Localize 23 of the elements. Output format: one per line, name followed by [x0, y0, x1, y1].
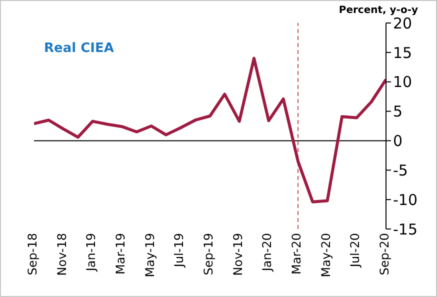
- y-tick-label: 15: [393, 44, 412, 62]
- y-tick-label: 20: [393, 14, 412, 32]
- x-tick-label: Jul-19: [172, 233, 186, 268]
- x-tick-label: Sep-19: [202, 233, 216, 276]
- y-tick-label: 0: [393, 132, 403, 150]
- x-tick-label: Sep-18: [26, 233, 40, 276]
- y-tick-label: 5: [393, 102, 403, 121]
- x-tick-label: Jan-19: [84, 233, 98, 272]
- x-tick-label: May-19: [142, 233, 157, 278]
- y-tick-label: 10: [393, 73, 412, 92]
- y-axis-title: Percent, y-o-y: [338, 5, 418, 16]
- y-tick-label: -10: [393, 190, 418, 209]
- x-tick-label: Jan-20: [260, 233, 274, 272]
- x-tick-label: Nov-18: [54, 233, 69, 276]
- x-tick-label: Mar-20: [290, 233, 304, 274]
- annotation: Real CIEA: [44, 41, 114, 56]
- x-tick-label: Nov-19: [230, 233, 245, 276]
- y-tick-label: -5: [393, 161, 408, 180]
- x-tick-label: May-20: [318, 233, 333, 278]
- y-tick-label: -15: [393, 220, 418, 238]
- x-tick-label: Jul-20: [348, 233, 362, 268]
- x-tick-label: Mar-19: [114, 233, 128, 274]
- x-tick-label: Sep-20: [378, 233, 392, 276]
